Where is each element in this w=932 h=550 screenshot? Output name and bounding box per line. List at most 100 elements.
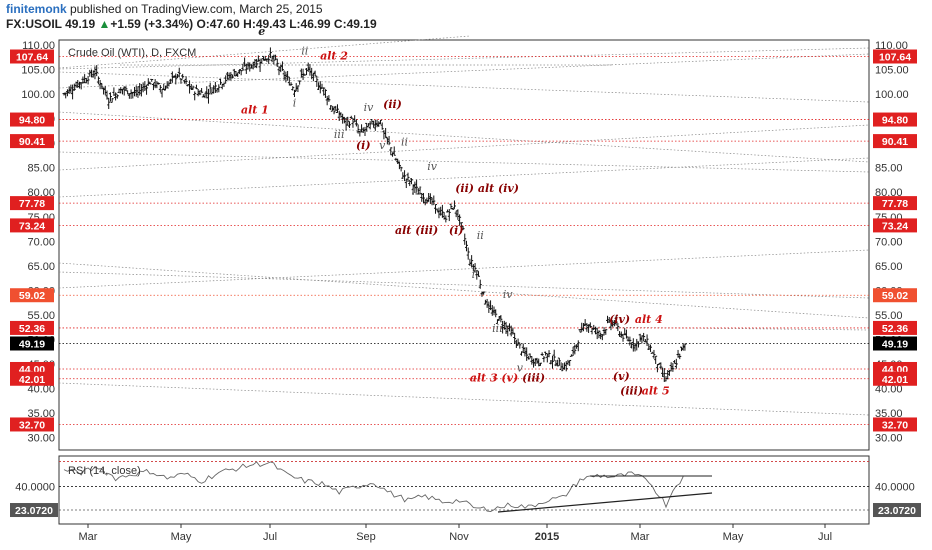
trendline-4 [58, 124, 870, 171]
level-tag-right-bg [873, 112, 917, 127]
wave-label: v [517, 361, 524, 374]
level-tag-left: 32.70 [19, 419, 45, 431]
rsi-tag-right: 23.0720 [878, 505, 916, 517]
level-tag-right: 32.70 [882, 419, 908, 431]
wave-label: iv [364, 101, 375, 114]
rsi-line [63, 461, 684, 512]
level-tag-left: 90.41 [19, 136, 45, 148]
price-tick-right: 110.00 [875, 40, 908, 52]
time-tick-label: 2015 [535, 531, 559, 543]
price-tick-right: 65.00 [875, 261, 903, 273]
price-tick-left: 110.00 [22, 40, 55, 52]
level-tag-left: 107.64 [16, 51, 48, 63]
wave-label: (v) [613, 370, 630, 383]
wave-label: i [472, 268, 476, 281]
rsi-tick-right: 40.0000 [875, 482, 915, 494]
time-tick-label: May [723, 531, 744, 543]
rsi-pane [59, 461, 869, 513]
time-tick-label: May [171, 531, 192, 543]
trendline-0 [58, 71, 870, 103]
level-tag-left-bg [10, 336, 54, 351]
wave-label: (ii) [383, 98, 402, 111]
ohlc-low: L:46.99 [289, 17, 331, 31]
rsi-tag-right-bg [873, 503, 921, 518]
level-tag-right-bg [873, 320, 917, 335]
publish-line: finitemonk published on TradingView.com,… [6, 2, 323, 16]
level-tag-right-bg [873, 134, 917, 149]
level-tag-left-bg [10, 218, 54, 233]
level-tag-left-bg [10, 371, 54, 386]
price-tick-left: 30.00 [27, 433, 55, 445]
level-tag-left: 42.01 [19, 374, 45, 386]
wave-label: alt 1 [241, 104, 269, 117]
level-tags: 107.64 107.64 94.80 94.80 90.41 90.41 77.78 77.… [10, 49, 921, 518]
trendline-3 [58, 111, 870, 163]
time-tick-label: Jul [263, 531, 277, 543]
ohlc-open: O:47.60 [196, 17, 240, 31]
price-tick-right: 85.00 [875, 163, 903, 175]
level-tag-right-bg [873, 371, 917, 386]
trendline-9 [58, 271, 870, 299]
level-tag-right-bg [873, 336, 917, 351]
trendlines [58, 35, 870, 416]
time-axis: Mar May Jul Sep Nov 2015 Mar May Jul [79, 524, 832, 543]
price-tick-left: 100.00 [21, 89, 55, 101]
level-tag-left-bg [10, 112, 54, 127]
wave-label: iii [492, 322, 503, 335]
price-tick-right: 55.00 [875, 310, 903, 322]
last-price: 49.19 [65, 17, 96, 31]
rsi-title: RSI (14, close) [68, 465, 141, 477]
wave-label: alt 2 [320, 50, 348, 63]
price-tick-right: 30.00 [875, 433, 903, 445]
wave-label: ii [301, 45, 308, 58]
level-tag-left-bg [10, 196, 54, 211]
price-tick-left: 55.00 [27, 310, 55, 322]
price-change: +1.59 (+3.34%) [110, 17, 194, 31]
level-tag-right: 77.78 [882, 198, 908, 210]
wave-label: iii [334, 128, 345, 141]
level-tag-left: 77.78 [19, 198, 45, 210]
wave-label: (ii) alt (iv) [455, 182, 519, 195]
price-tick-right: 105.00 [875, 64, 909, 76]
time-tick-label: Sep [356, 531, 376, 543]
level-tag-right-bg [873, 196, 917, 211]
level-tag-right: 94.80 [882, 115, 908, 127]
rsi-trendline-lower [497, 492, 713, 513]
level-tag-right-bg [873, 218, 917, 233]
wave-label: (i) [356, 139, 371, 152]
price-tick-right: 40.00 [875, 384, 903, 396]
wave-label: iv [503, 288, 514, 301]
wave-label: alt (iii) [395, 224, 438, 237]
trendline-8 [58, 249, 870, 289]
symbol-name[interactable]: FX:USOIL [6, 17, 62, 31]
wave-label: (i) [449, 224, 464, 237]
symbol-line: FX:USOIL 49.19 ▲+1.59 (+3.34%) O:47.60 H… [6, 17, 377, 31]
time-tick-label: Mar [79, 531, 98, 543]
author-link[interactable]: finitemonk [6, 2, 67, 16]
trendline-12 [58, 35, 471, 69]
level-tag-left: 73.24 [19, 220, 45, 232]
time-tick-label: Mar [631, 531, 650, 543]
level-tag-right-bg [873, 288, 917, 303]
trendline-6 [58, 151, 870, 173]
published-text: published on TradingView.com, March 25, … [66, 2, 323, 16]
level-tag-left-bg [10, 417, 54, 432]
ohlc-close: C:49.19 [333, 17, 377, 31]
main-pane-frame [58, 39, 870, 451]
price-tick-left: 40.00 [27, 384, 55, 396]
price-tick-left: 105.00 [21, 64, 55, 76]
level-tag-right: 59.02 [882, 290, 908, 302]
wave-label: e [258, 25, 265, 38]
trendline-5 [58, 157, 870, 198]
trendline-10 [58, 382, 870, 416]
level-tag-left-bg [10, 320, 54, 335]
time-tick-label: Nov [449, 531, 469, 543]
level-tag-right-bg [873, 417, 917, 432]
price-tick-left: 65.00 [27, 261, 55, 273]
rsi-tag-left-bg [10, 503, 58, 518]
wave-label: iv [427, 160, 438, 173]
price-tick-right: 100.00 [875, 89, 909, 101]
wave-label: v [379, 139, 386, 152]
price-tick-left: 85.00 [27, 163, 55, 175]
